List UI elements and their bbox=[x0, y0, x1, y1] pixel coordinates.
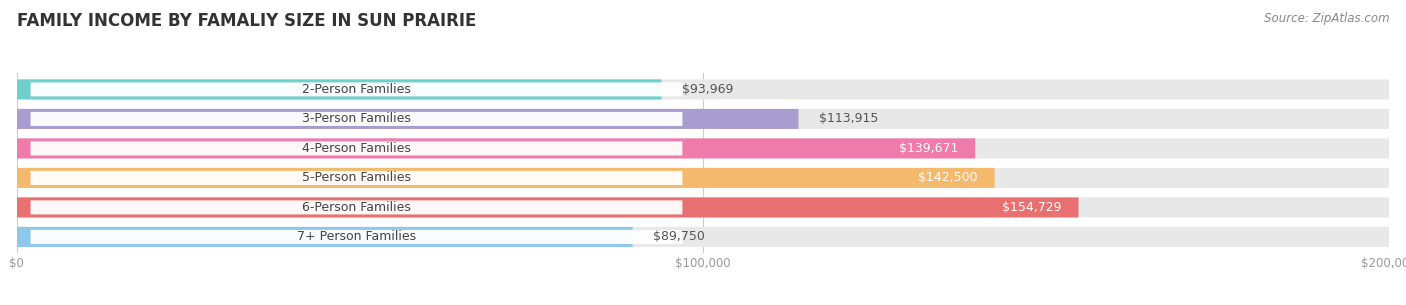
Text: FAMILY INCOME BY FAMALIY SIZE IN SUN PRAIRIE: FAMILY INCOME BY FAMALIY SIZE IN SUN PRA… bbox=[17, 12, 477, 30]
FancyBboxPatch shape bbox=[17, 109, 799, 129]
Text: 7+ Person Families: 7+ Person Families bbox=[297, 230, 416, 243]
FancyBboxPatch shape bbox=[31, 171, 682, 185]
FancyBboxPatch shape bbox=[17, 197, 1078, 217]
Text: 5-Person Families: 5-Person Families bbox=[302, 171, 411, 185]
Text: 3-Person Families: 3-Person Families bbox=[302, 113, 411, 125]
FancyBboxPatch shape bbox=[17, 197, 1389, 217]
Text: $154,729: $154,729 bbox=[1002, 201, 1062, 214]
FancyBboxPatch shape bbox=[17, 79, 662, 99]
FancyBboxPatch shape bbox=[17, 138, 1389, 159]
Text: $142,500: $142,500 bbox=[918, 171, 977, 185]
FancyBboxPatch shape bbox=[17, 168, 994, 188]
FancyBboxPatch shape bbox=[31, 82, 682, 96]
FancyBboxPatch shape bbox=[17, 79, 1389, 99]
FancyBboxPatch shape bbox=[17, 138, 976, 159]
Text: 6-Person Families: 6-Person Families bbox=[302, 201, 411, 214]
Text: $89,750: $89,750 bbox=[654, 230, 706, 243]
FancyBboxPatch shape bbox=[17, 168, 1389, 188]
Text: Source: ZipAtlas.com: Source: ZipAtlas.com bbox=[1264, 12, 1389, 25]
Text: 4-Person Families: 4-Person Families bbox=[302, 142, 411, 155]
Text: $93,969: $93,969 bbox=[682, 83, 734, 96]
Text: $113,915: $113,915 bbox=[820, 113, 879, 125]
FancyBboxPatch shape bbox=[17, 227, 633, 247]
FancyBboxPatch shape bbox=[31, 200, 682, 214]
FancyBboxPatch shape bbox=[31, 230, 682, 244]
FancyBboxPatch shape bbox=[17, 109, 1389, 129]
FancyBboxPatch shape bbox=[17, 227, 1389, 247]
Text: $139,671: $139,671 bbox=[898, 142, 957, 155]
Text: 2-Person Families: 2-Person Families bbox=[302, 83, 411, 96]
FancyBboxPatch shape bbox=[31, 112, 682, 126]
FancyBboxPatch shape bbox=[31, 142, 682, 156]
